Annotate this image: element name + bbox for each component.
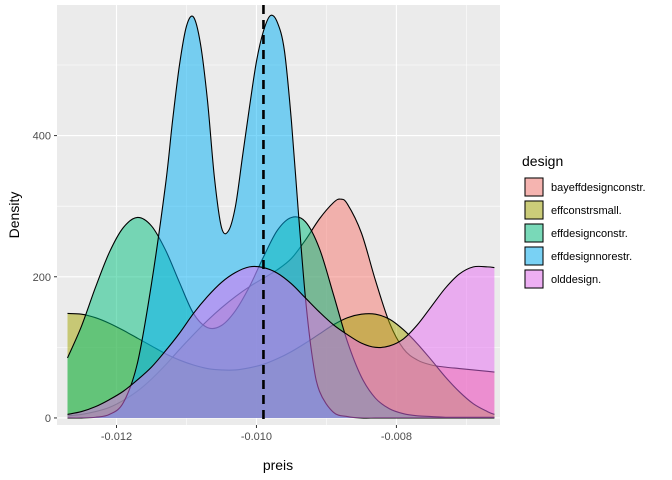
- x-axis: -0.012 -0.010 -0.008: [101, 425, 412, 443]
- legend: design bayeffdesignconstr. effconstrsmall…: [522, 153, 646, 289]
- legend-swatch-effconstrsmall: [524, 200, 544, 220]
- x-tick-label: -0.008: [381, 431, 412, 443]
- y-tick-label: 200: [33, 272, 51, 284]
- density-areas: [66, 14, 495, 419]
- density-line-olddesign: [67, 265, 495, 415]
- density-area-effdesignnorestr: [67, 15, 495, 419]
- legend-items: bayeffdesignconstr. effconstrsmall. effdes…: [524, 177, 646, 289]
- legend-swatch-effdesignnorestr: [524, 246, 544, 266]
- x-axis-title: preis: [263, 457, 293, 473]
- legend-swatch-bayeffdesignconstr: [524, 177, 544, 197]
- legend-swatch-effdesignconstr: [524, 223, 544, 243]
- legend-title: design: [522, 153, 563, 169]
- y-tick-label: 400: [33, 131, 51, 143]
- density-area-olddesign: [67, 266, 495, 418]
- x-tick-label: -0.010: [241, 431, 272, 443]
- legend-label-effdesignnorestr: effdesignnorestr.: [551, 251, 632, 263]
- legend-label-effdesignconstr: effdesignconstr.: [551, 228, 628, 240]
- legend-label-olddesign: olddesign.: [551, 274, 601, 286]
- legend-label-effconstrsmall: effconstrsmall.: [551, 205, 622, 217]
- y-axis: 0 200 400: [33, 131, 57, 425]
- x-tick-label: -0.012: [101, 431, 132, 443]
- y-axis-title: Density: [6, 192, 22, 239]
- legend-label-bayeffdesignconstr: bayeffdesignconstr.: [551, 182, 646, 194]
- y-tick-label: 0: [45, 413, 51, 425]
- legend-swatch-olddesign: [524, 269, 544, 289]
